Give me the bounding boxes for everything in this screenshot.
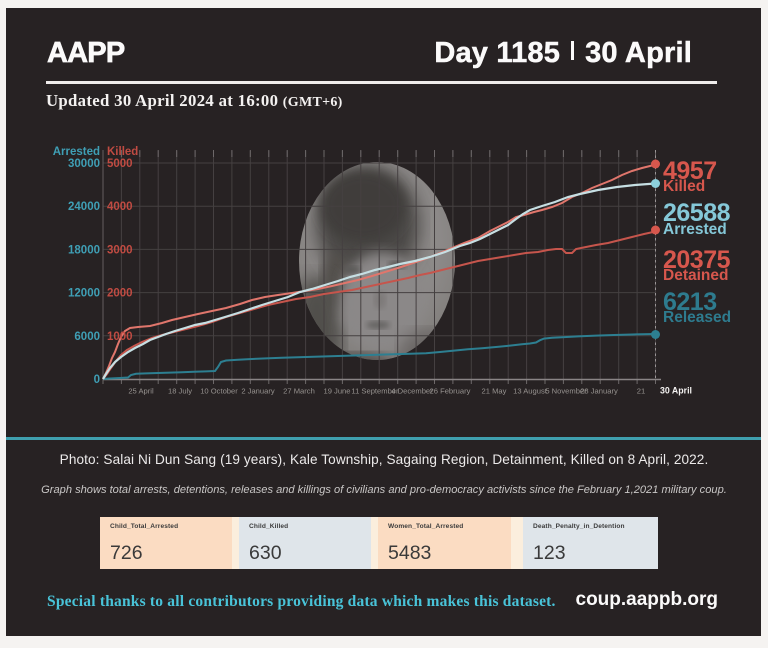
svg-text:21: 21 xyxy=(637,387,645,396)
svg-text:30000: 30000 xyxy=(68,158,100,170)
svg-text:6000: 6000 xyxy=(74,331,100,343)
svg-text:21 May: 21 May xyxy=(482,387,507,396)
svg-text:20375: 20375 xyxy=(663,246,731,274)
svg-text:13 August: 13 August xyxy=(513,387,548,396)
svg-text:5000: 5000 xyxy=(107,158,133,170)
svg-text:Arrested: Arrested xyxy=(663,221,727,238)
svg-text:Released: Released xyxy=(663,309,731,326)
svg-text:18 July: 18 July xyxy=(168,387,192,396)
svg-text:18000: 18000 xyxy=(68,244,100,256)
svg-text:30 April: 30 April xyxy=(660,386,692,396)
svg-text:0: 0 xyxy=(94,374,100,386)
svg-text:3000: 3000 xyxy=(107,244,133,256)
svg-text:26 February: 26 February xyxy=(430,387,471,396)
svg-text:2000: 2000 xyxy=(107,288,133,300)
svg-text:5 November: 5 November xyxy=(545,387,587,396)
svg-text:1000: 1000 xyxy=(107,331,133,343)
svg-text:26588: 26588 xyxy=(663,199,731,227)
svg-text:2 January: 2 January xyxy=(241,387,275,396)
svg-text:Arrested: Arrested xyxy=(53,146,100,158)
svg-text:27 March: 27 March xyxy=(283,387,315,396)
svg-text:28 January: 28 January xyxy=(580,387,618,396)
svg-text:19 June: 19 June xyxy=(323,387,350,396)
svg-text:24000: 24000 xyxy=(68,201,100,213)
svg-text:4957: 4957 xyxy=(663,157,717,185)
svg-text:6213: 6213 xyxy=(663,288,717,316)
svg-text:Killed: Killed xyxy=(663,178,705,195)
svg-text:11 September: 11 September xyxy=(351,387,399,396)
svg-text:10 October: 10 October xyxy=(200,387,238,396)
svg-text:4 December: 4 December xyxy=(391,387,433,396)
svg-text:Detained: Detained xyxy=(663,267,728,284)
svg-text:Killed: Killed xyxy=(107,146,138,158)
svg-text:12000: 12000 xyxy=(68,288,100,300)
svg-text:4000: 4000 xyxy=(107,201,133,213)
svg-text:25 April: 25 April xyxy=(128,387,154,396)
